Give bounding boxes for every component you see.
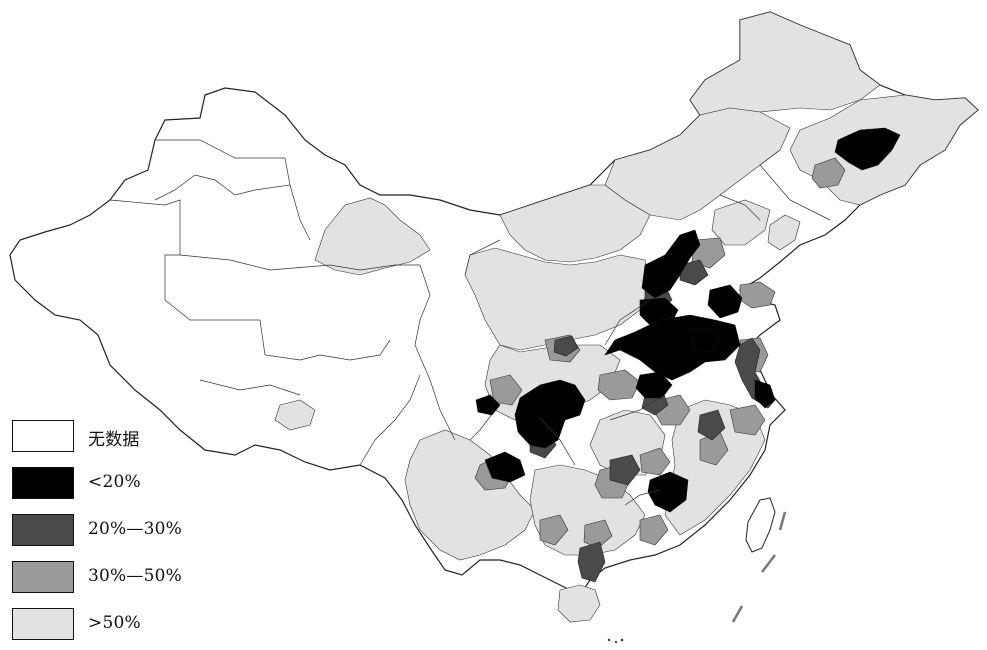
province-boundaries bbox=[109, 139, 831, 506]
legend-label: <20% bbox=[88, 472, 141, 492]
map-legend: 无数据 <20% 20%—30% 30%—50% >50% bbox=[12, 420, 202, 644]
legend-item-no-data: 无数据 bbox=[12, 420, 202, 454]
legend-item-under-20: <20% bbox=[12, 467, 202, 501]
legend-label: 无数据 bbox=[88, 430, 140, 450]
legend-label: >50% bbox=[88, 613, 141, 633]
legend-label: 20%—30% bbox=[88, 519, 182, 539]
legend-swatch bbox=[12, 608, 74, 640]
legend-item-20-30: 20%—30% bbox=[12, 514, 202, 548]
taiwan-island bbox=[745, 497, 776, 553]
regions-under-20 bbox=[475, 127, 901, 513]
legend-swatch bbox=[12, 467, 74, 499]
legend-item-over-50: >50% bbox=[12, 608, 202, 642]
legend-label: 30%—50% bbox=[88, 566, 182, 586]
legend-swatch bbox=[12, 561, 74, 593]
islands-dots bbox=[607, 638, 624, 644]
legend-swatch bbox=[12, 420, 74, 452]
south-china-sea-markers bbox=[731, 511, 787, 623]
legend-swatch bbox=[12, 514, 74, 546]
legend-item-30-50: 30%—50% bbox=[12, 561, 202, 595]
